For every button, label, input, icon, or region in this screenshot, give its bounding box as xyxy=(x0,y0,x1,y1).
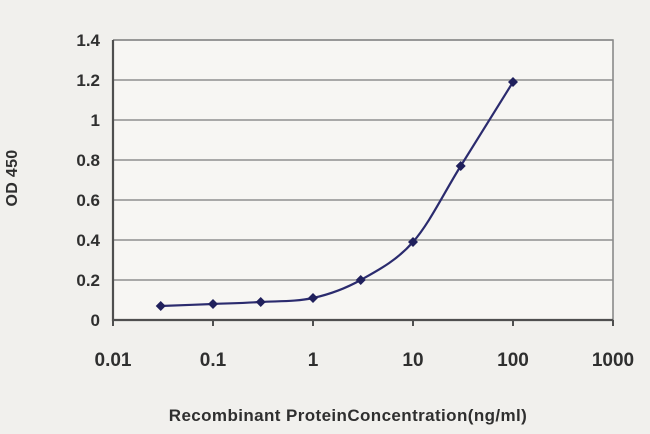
x-tick-label-0.1: 0.1 xyxy=(200,350,227,371)
y-tick-label-0.6: 0.6 xyxy=(76,191,100,210)
plot-background xyxy=(113,40,613,320)
plot-area xyxy=(113,40,613,320)
data-point-marker-5 xyxy=(408,237,418,247)
y-tick-label-1.4: 1.4 xyxy=(76,31,100,50)
data-point-marker-2 xyxy=(255,297,266,307)
y-axis-title: OD 450 xyxy=(4,150,21,207)
axis-ticks xyxy=(112,320,614,326)
x-tick-label-0.01: 0.01 xyxy=(95,350,132,371)
y-tick-label-0.4: 0.4 xyxy=(76,231,100,250)
x-tick-label-100: 100 xyxy=(497,350,529,371)
y-tick-label-1: 1 xyxy=(91,111,100,130)
y-tick-label-0.2: 0.2 xyxy=(76,271,100,290)
x-axis-title: Recombinant ProteinConcentration(ng/ml) xyxy=(169,406,527,425)
tick-labels: 0.01 0.1 1 10 100 1000 0 0.2 0.4 0.6 0.8 1 1.2 1.4 xyxy=(76,31,634,371)
x-tick-label-10: 10 xyxy=(402,350,423,371)
data-point-marker-6 xyxy=(455,161,466,171)
data-series xyxy=(155,77,518,311)
data-point-marker-0 xyxy=(155,301,166,311)
y-tick-label-0.8: 0.8 xyxy=(76,151,100,170)
data-point-marker-1 xyxy=(208,299,218,309)
data-point-marker-4 xyxy=(355,275,366,285)
y-tick-label-1.2: 1.2 xyxy=(76,71,100,90)
x-tick-label-1000: 1000 xyxy=(592,350,634,371)
data-point-marker-3 xyxy=(308,293,318,303)
data-point-marker-7 xyxy=(508,77,518,87)
y-tick-label-0: 0 xyxy=(91,311,100,330)
frame-top-right xyxy=(113,39,614,320)
x-tick-label-1: 1 xyxy=(308,350,319,371)
